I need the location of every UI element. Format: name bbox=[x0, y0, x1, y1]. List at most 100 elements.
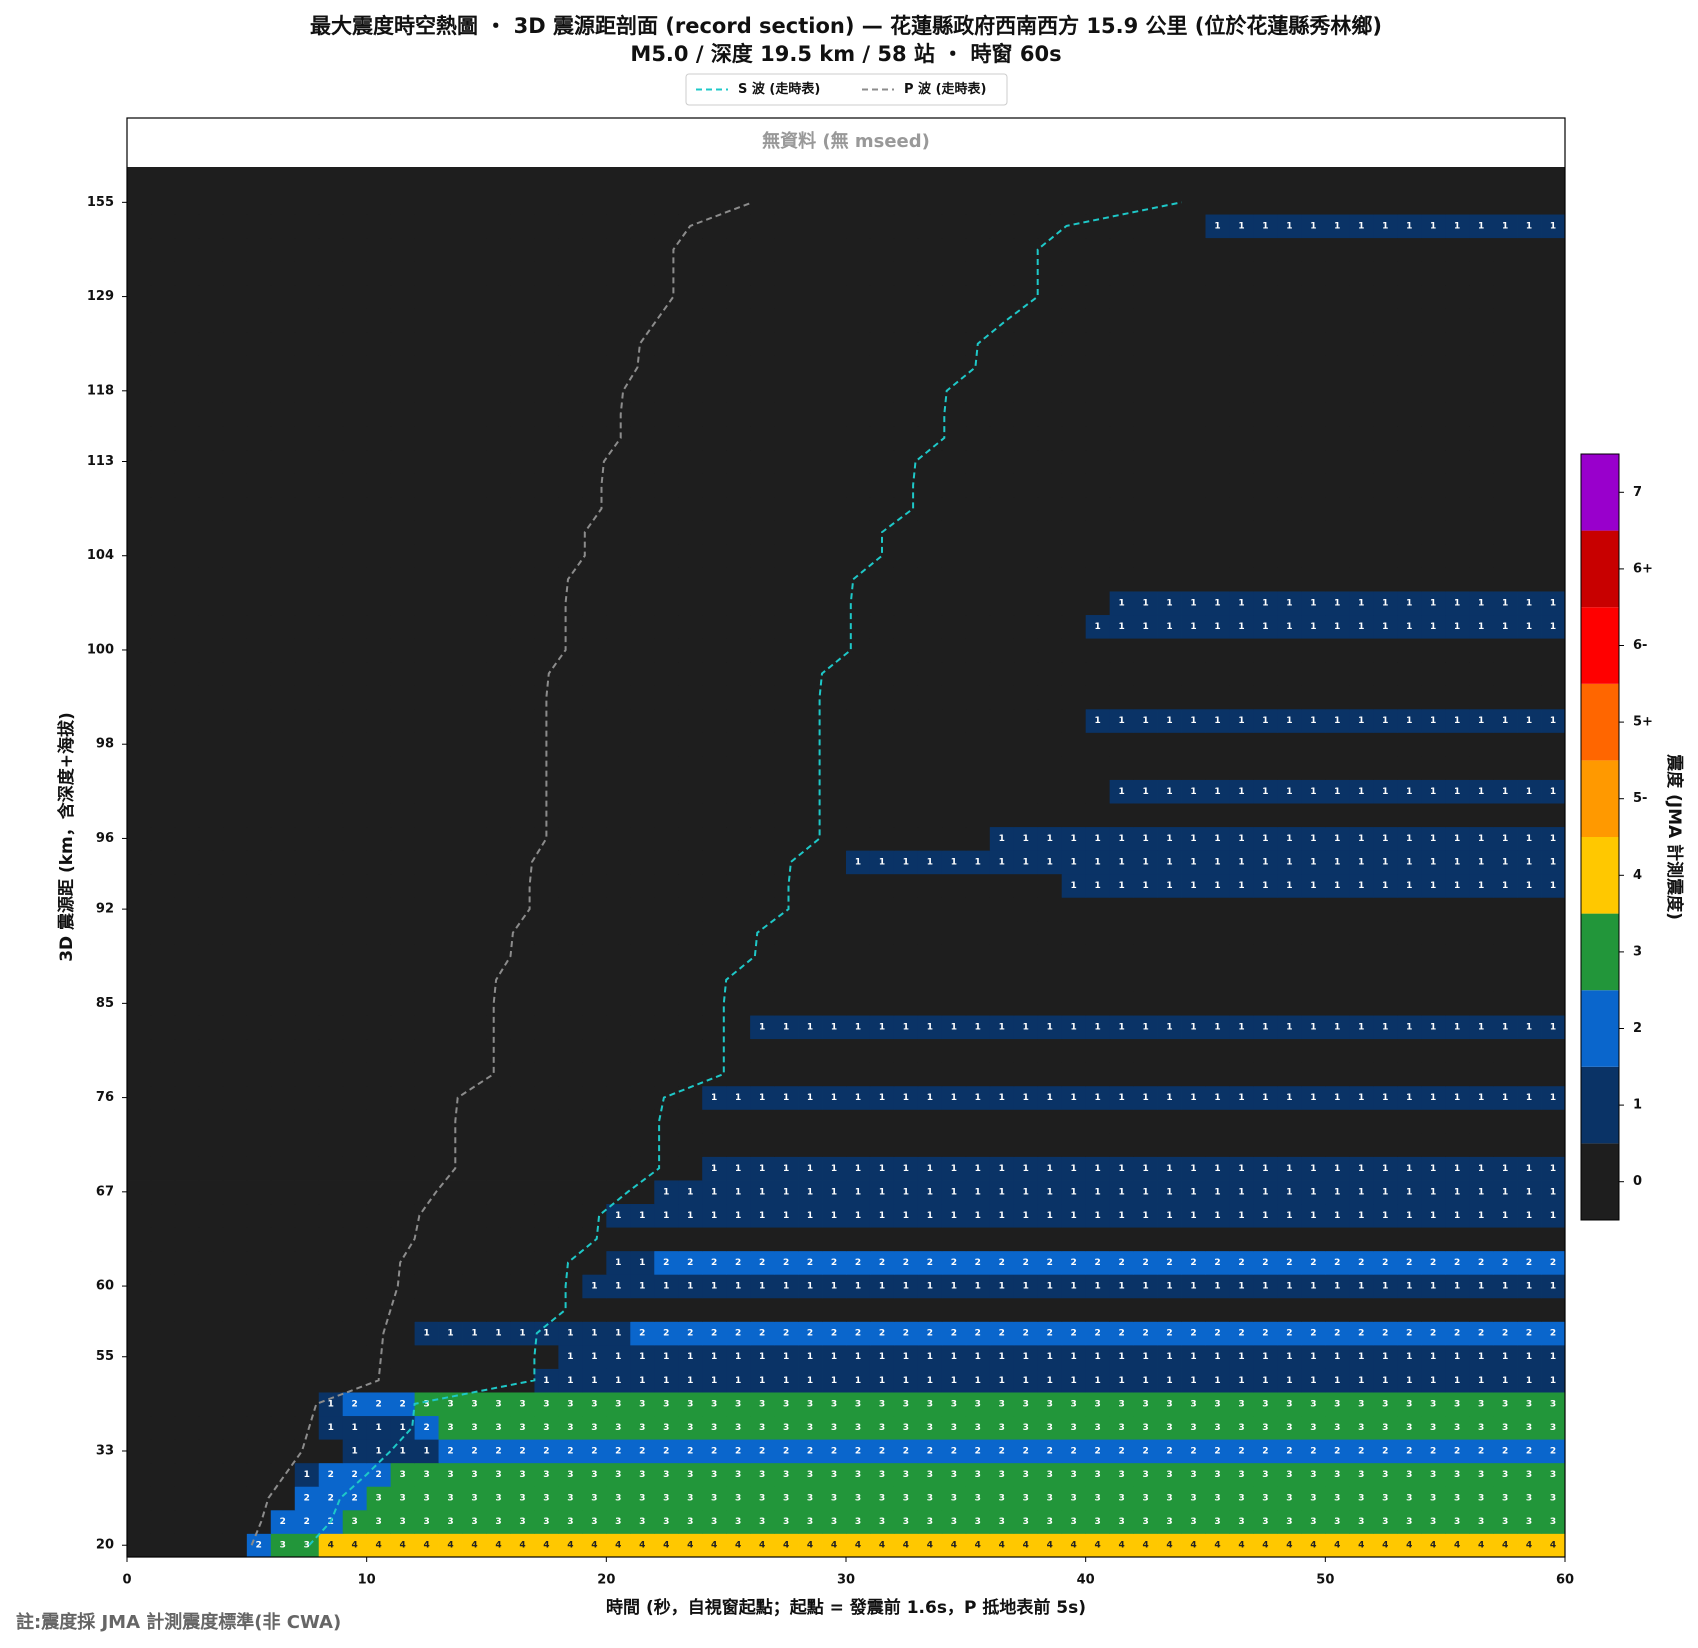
cell-label: 4 bbox=[951, 1541, 957, 1551]
cell bbox=[1157, 190, 1182, 215]
cell bbox=[1061, 190, 1087, 215]
cell bbox=[630, 803, 655, 828]
cell-label: 1 bbox=[1095, 858, 1101, 868]
cell-label: 1 bbox=[567, 1352, 573, 1362]
cell bbox=[582, 1038, 607, 1063]
cell-label: 1 bbox=[1334, 1211, 1340, 1221]
cell-label: 1 bbox=[1382, 834, 1388, 844]
cell bbox=[558, 685, 583, 710]
cell bbox=[270, 567, 296, 592]
cell bbox=[869, 968, 895, 992]
cell-label: 3 bbox=[1430, 1423, 1436, 1433]
cell bbox=[1541, 897, 1566, 922]
cell bbox=[1109, 779, 1134, 804]
cell bbox=[1493, 1180, 1518, 1205]
cell-label: 3 bbox=[1334, 1517, 1340, 1527]
cell bbox=[1253, 308, 1278, 333]
cell-label: 3 bbox=[687, 1423, 693, 1433]
cell bbox=[150, 496, 176, 521]
cell bbox=[1037, 1250, 1063, 1275]
cell bbox=[893, 661, 919, 686]
cell-label: 1 bbox=[1502, 1187, 1508, 1197]
cell bbox=[1181, 1486, 1206, 1511]
cell bbox=[1541, 284, 1566, 309]
cell bbox=[1373, 1274, 1398, 1299]
cell bbox=[1133, 1062, 1158, 1087]
cell bbox=[654, 449, 679, 474]
cell-label: 1 bbox=[927, 1187, 933, 1197]
cell bbox=[630, 331, 655, 356]
cell bbox=[1349, 284, 1374, 309]
cell bbox=[150, 473, 176, 498]
cell bbox=[270, 402, 296, 427]
cell bbox=[822, 1462, 847, 1487]
cell bbox=[1229, 355, 1254, 380]
cell bbox=[606, 803, 631, 828]
cell bbox=[1253, 1132, 1278, 1157]
cell bbox=[1349, 803, 1374, 828]
cell-label: 1 bbox=[1118, 622, 1124, 632]
cell-label: 2 bbox=[1334, 1446, 1340, 1456]
cell bbox=[1109, 449, 1134, 474]
cell-label: 1 bbox=[1358, 1093, 1364, 1103]
cell bbox=[1541, 355, 1566, 380]
cell bbox=[917, 850, 943, 875]
cell-label: 1 bbox=[1071, 1022, 1077, 1032]
cell bbox=[1397, 1321, 1422, 1346]
cell bbox=[1181, 1439, 1206, 1464]
cell bbox=[246, 1439, 272, 1464]
cell-label: 3 bbox=[1238, 1517, 1244, 1527]
cell-label: 1 bbox=[639, 1211, 645, 1221]
cell bbox=[1445, 379, 1470, 403]
cell-label: 1 bbox=[951, 1164, 957, 1174]
cell bbox=[366, 991, 392, 1016]
cell-label: 3 bbox=[495, 1494, 501, 1504]
cell bbox=[414, 638, 439, 663]
cell bbox=[1253, 1227, 1278, 1252]
cell-label: 3 bbox=[687, 1494, 693, 1504]
cell bbox=[941, 1109, 967, 1134]
cell bbox=[294, 1368, 320, 1393]
cell bbox=[774, 826, 799, 851]
cell bbox=[1325, 873, 1350, 898]
cell bbox=[1253, 167, 1278, 191]
cell bbox=[1277, 968, 1302, 992]
cell bbox=[390, 873, 415, 898]
cell bbox=[1469, 1439, 1494, 1464]
cell bbox=[1037, 920, 1063, 945]
cell bbox=[1109, 591, 1134, 616]
cell bbox=[1277, 190, 1302, 215]
cell bbox=[702, 543, 727, 568]
cell-label: 3 bbox=[399, 1517, 405, 1527]
cell-label: 3 bbox=[879, 1399, 885, 1409]
cell bbox=[941, 1062, 967, 1087]
cell-label: 3 bbox=[1071, 1494, 1077, 1504]
cell-label: 1 bbox=[1334, 1282, 1340, 1292]
cell-label: 1 bbox=[1358, 881, 1364, 891]
cell bbox=[869, 1297, 895, 1322]
cell bbox=[1469, 496, 1494, 521]
cell-label: 1 bbox=[1478, 1093, 1484, 1103]
cell bbox=[606, 1415, 631, 1440]
cell bbox=[150, 1344, 176, 1369]
cell bbox=[558, 614, 583, 639]
cell bbox=[1133, 355, 1158, 380]
cell bbox=[174, 708, 200, 733]
cell bbox=[774, 732, 799, 757]
cell bbox=[558, 944, 583, 969]
cell-label: 2 bbox=[1454, 1446, 1460, 1456]
cell-label: 1 bbox=[1358, 834, 1364, 844]
cell bbox=[198, 473, 224, 498]
cell-label: 1 bbox=[567, 1329, 573, 1339]
cell bbox=[366, 261, 392, 286]
cell-label: 1 bbox=[1262, 1352, 1268, 1362]
cell bbox=[438, 1062, 463, 1087]
cell bbox=[366, 732, 392, 757]
cell-label: 1 bbox=[735, 1352, 741, 1362]
cell-label: 3 bbox=[1430, 1517, 1436, 1527]
cell bbox=[198, 873, 224, 898]
cell bbox=[1229, 1297, 1254, 1322]
cell bbox=[822, 1368, 847, 1393]
cell-label: 1 bbox=[687, 1282, 693, 1292]
cell bbox=[1493, 1109, 1518, 1134]
